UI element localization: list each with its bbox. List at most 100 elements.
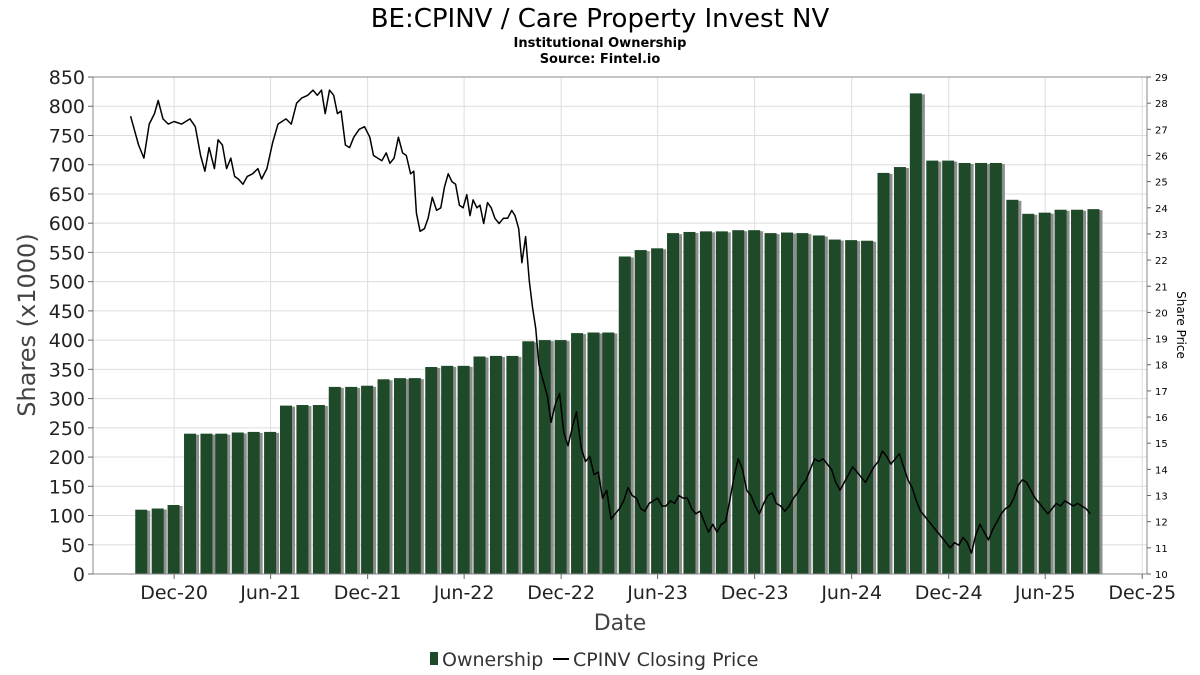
x-tick-label: Jun-25 — [1014, 582, 1076, 604]
y-tick-label: 400 — [49, 330, 85, 352]
legend-ownership-swatch — [430, 652, 438, 665]
ownership-bar — [473, 356, 486, 574]
legend-price-label: CPINV Closing Price — [573, 649, 758, 671]
y2-tick-label: 28 — [1155, 99, 1168, 110]
y-tick-label: 350 — [49, 359, 85, 381]
y2-tick-label: 29 — [1155, 73, 1168, 84]
y-tick-label: 750 — [49, 125, 85, 147]
x-tick-label: Dec-22 — [527, 582, 595, 604]
ownership-bar — [393, 378, 406, 574]
chart-source: Source: Fintel.io — [540, 52, 661, 67]
y2-tick-label: 10 — [1155, 570, 1168, 581]
ownership-bar — [618, 256, 631, 574]
y2-axis-label: Share Price — [1174, 291, 1188, 359]
ownership-bar — [975, 162, 988, 574]
x-axis: Dec-20 Jun-21 Dec-21 Jun-22 Dec-22 Jun-23 Dec-… — [140, 574, 1176, 604]
ownership-bar — [764, 233, 777, 575]
ownership-bar — [989, 162, 1002, 574]
ownership-bar — [571, 333, 584, 574]
ownership-bar — [732, 230, 745, 575]
ownership-bar — [489, 355, 502, 574]
legend-ownership-label: Ownership — [442, 649, 543, 671]
ownership-bar — [699, 231, 712, 574]
ownership-bar — [796, 233, 809, 575]
y-tick-label: 50 — [61, 535, 85, 557]
y-tick-label: 850 — [49, 67, 85, 89]
ownership-bar — [215, 433, 228, 574]
y-tick-label: 300 — [49, 389, 85, 411]
ownership-bar — [877, 172, 890, 574]
y-tick-label: 200 — [49, 447, 85, 469]
y2-tick-label: 17 — [1155, 387, 1168, 398]
x-tick-label: Jun-24 — [820, 582, 882, 604]
x-axis-label: Date — [594, 611, 647, 636]
ownership-bar — [200, 433, 213, 574]
y2-tick-label: 24 — [1155, 204, 1168, 215]
y-tick-label: 150 — [49, 476, 85, 498]
ownership-bar — [135, 509, 148, 574]
ownership-bar — [651, 248, 664, 574]
y2-tick-label: 19 — [1155, 335, 1168, 346]
ownership-bars — [135, 93, 1103, 575]
ownership-bar — [893, 167, 906, 574]
y2-tick-label: 23 — [1155, 230, 1168, 241]
y-tick-label: 500 — [49, 272, 85, 294]
ownership-bar — [328, 386, 341, 574]
y2-tick-label: 22 — [1155, 256, 1168, 267]
ownership-bar — [683, 231, 696, 574]
ownership-bar — [812, 235, 825, 574]
y-tick-label: 550 — [49, 242, 85, 264]
ownership-bar — [1038, 212, 1051, 574]
y-tick-label: 700 — [49, 155, 85, 177]
y2-tick-label: 15 — [1155, 439, 1168, 450]
y2-tick-label: 11 — [1155, 544, 1168, 555]
chart-subtitle: Institutional Ownership — [514, 36, 687, 51]
ownership-bar — [748, 230, 761, 575]
ownership-bar — [1087, 209, 1100, 574]
y-tick-label: 0 — [73, 564, 85, 586]
ownership-bar — [861, 240, 874, 574]
y2-tick-label: 21 — [1155, 282, 1168, 293]
y2-tick-label: 20 — [1155, 308, 1168, 319]
ownership-bar — [408, 378, 421, 574]
x-tick-label: Dec-20 — [140, 582, 208, 604]
ownership-bar — [184, 433, 197, 574]
ownership-bar — [602, 332, 615, 574]
y2-tick-label: 12 — [1155, 518, 1168, 529]
ownership-bar — [522, 341, 535, 574]
ownership-bar — [587, 332, 600, 574]
ownership-bar — [361, 385, 374, 574]
x-tick-label: Dec-25 — [1108, 582, 1176, 604]
y-tick-label: 450 — [49, 301, 85, 323]
ownership-bar — [151, 508, 164, 574]
ownership-bar — [167, 505, 180, 574]
ownership-bar — [1071, 209, 1084, 574]
price-line — [129, 89, 1091, 554]
ownership-bar — [377, 379, 390, 574]
ownership-bar — [457, 365, 470, 574]
ownership-bar — [425, 367, 438, 574]
ownership-bar — [1022, 213, 1035, 575]
ownership-bar — [345, 386, 358, 574]
y-tick-label: 600 — [49, 213, 85, 235]
y-axis-right: 10 11 12 13 14 15 16 17 18 19 20 21 22 23 24 25 26 27 28 29 — [1147, 73, 1168, 581]
ownership-bar — [554, 340, 567, 574]
x-tick-label: Dec-21 — [334, 582, 402, 604]
x-tick-label: Jun-23 — [626, 582, 688, 604]
ownership-bar — [781, 232, 794, 574]
plot-frame — [92, 76, 1148, 575]
y-axis-label: Shares (x1000) — [13, 233, 41, 416]
y2-tick-label: 18 — [1155, 361, 1168, 372]
ownership-bar — [1006, 199, 1019, 574]
ownership-bar — [909, 93, 922, 574]
ownership-bar — [231, 432, 244, 574]
x-tick-label: Jun-22 — [433, 582, 495, 604]
x-tick-label: Dec-24 — [915, 582, 983, 604]
y2-tick-label: 27 — [1155, 125, 1168, 136]
ownership-bar — [715, 231, 728, 574]
y2-tick-label: 14 — [1155, 465, 1168, 476]
legend: Ownership CPINV Closing Price — [430, 649, 758, 671]
ownership-bar — [538, 340, 551, 574]
y-tick-label: 250 — [49, 418, 85, 440]
ownership-bar — [264, 431, 277, 574]
